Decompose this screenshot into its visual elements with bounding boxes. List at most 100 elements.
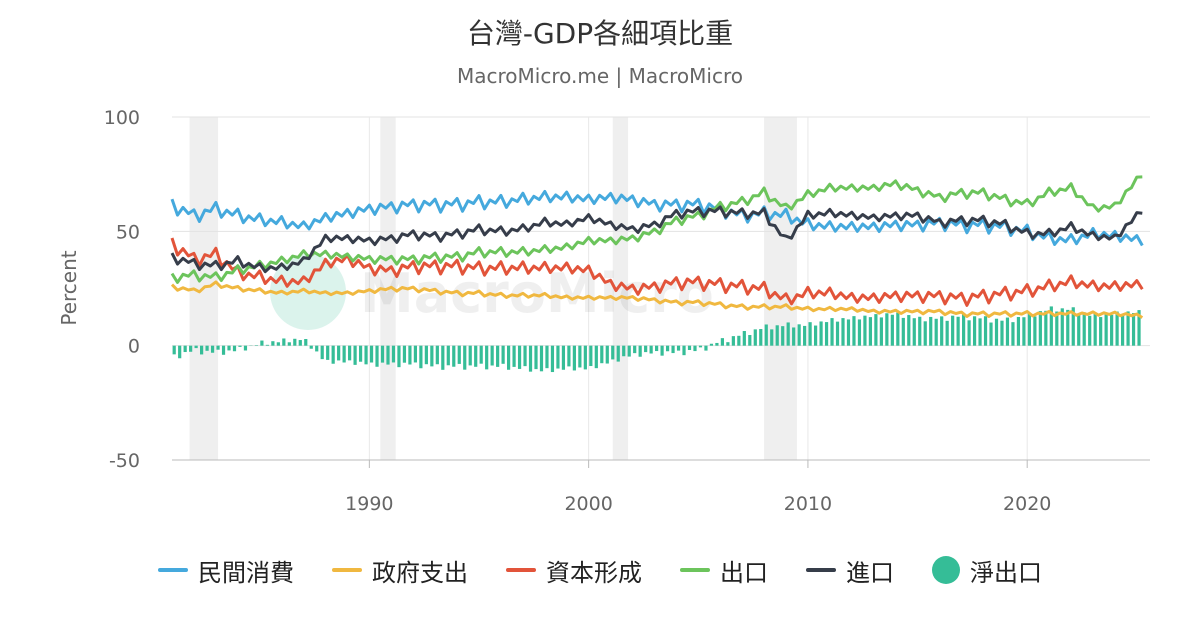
net-exports-bar <box>216 345 220 350</box>
net-exports-bar <box>424 345 428 365</box>
legend-line-icon <box>158 568 188 572</box>
net-exports-bar <box>556 345 560 369</box>
net-exports-bar <box>545 345 549 369</box>
net-exports-bar <box>813 325 818 346</box>
net-exports-bar <box>386 345 390 365</box>
net-exports-bar <box>572 345 576 371</box>
net-exports-bar <box>600 345 604 364</box>
net-exports-bar <box>260 340 264 346</box>
net-exports-bar <box>589 345 593 367</box>
net-exports-bar <box>430 345 434 367</box>
net-exports-bar <box>901 317 905 346</box>
net-exports-bar <box>441 345 445 370</box>
series-line-2 <box>170 237 1144 307</box>
net-exports-bar <box>781 326 785 346</box>
net-exports-bar <box>1044 310 1048 346</box>
legend-line-icon <box>806 568 836 572</box>
net-exports-bar <box>759 329 763 346</box>
net-exports-bar <box>665 345 670 352</box>
net-exports-bar <box>770 329 774 346</box>
net-exports-bar <box>934 318 938 346</box>
legend-item-1[interactable]: 政府支出 <box>332 553 468 588</box>
legend-line-icon <box>680 568 710 572</box>
net-exports-bar <box>200 345 204 355</box>
net-exports-bar <box>792 327 796 346</box>
net-exports-bar <box>517 345 522 369</box>
net-exports-bar <box>287 342 291 346</box>
legend-label: 資本形成 <box>546 558 642 587</box>
net-exports-bar <box>189 345 193 352</box>
net-exports-bar <box>852 316 856 346</box>
net-exports-bar <box>337 345 341 361</box>
net-exports-bar <box>1099 317 1103 346</box>
axes: 100 50 0 -50 1990 2000 2010 2020 <box>104 107 1150 515</box>
net-exports-bar <box>474 345 478 367</box>
net-exports-bar <box>364 345 368 365</box>
net-exports-bar <box>660 345 664 356</box>
net-exports-bar <box>978 318 982 346</box>
net-exports-bar <box>1077 313 1081 346</box>
net-exports-bar <box>1000 320 1004 346</box>
legend-item-2[interactable]: 資本形成 <box>506 553 642 588</box>
net-exports-bar <box>331 345 335 364</box>
net-exports-bar <box>764 324 768 346</box>
net-exports-bar <box>896 312 900 346</box>
net-exports-bar <box>633 345 637 354</box>
net-exports-bar <box>567 345 571 367</box>
net-exports-bar <box>698 345 703 348</box>
net-exports-bar <box>178 345 182 359</box>
legend-item-3[interactable]: 出口 <box>680 553 768 588</box>
net-exports-bar <box>1027 312 1031 346</box>
net-exports-bar <box>397 345 401 368</box>
net-exports-bar <box>1120 315 1125 346</box>
legend-label: 出口 <box>720 558 768 587</box>
net-exports-bar <box>238 345 242 347</box>
net-exports-bar <box>578 345 582 368</box>
legend-label: 民間消費 <box>198 558 294 587</box>
series-line-4 <box>170 205 1143 274</box>
net-exports-bar <box>380 345 385 363</box>
legend-item-5[interactable]: 淨出口 <box>932 553 1042 588</box>
series-line-1 <box>170 280 1144 319</box>
net-exports-bar <box>649 345 653 354</box>
net-exports-bar <box>205 345 209 351</box>
y-axis-label: Percent <box>57 250 81 325</box>
net-exports-bar <box>561 345 566 370</box>
net-exports-bar <box>358 345 363 362</box>
legend-item-0[interactable]: 民間消費 <box>158 553 294 588</box>
net-exports-bar <box>271 341 275 346</box>
legend-line-icon <box>506 568 536 572</box>
net-exports-bar <box>890 314 894 346</box>
net-exports-bar <box>534 345 538 370</box>
legend-dot-icon <box>932 556 960 584</box>
net-exports-bar <box>885 313 889 346</box>
net-exports-bar <box>1055 311 1059 346</box>
net-exports-bar <box>704 345 708 351</box>
net-exports-bar <box>446 345 450 366</box>
net-exports-bar <box>797 324 801 346</box>
net-exports-bar <box>408 345 412 365</box>
net-exports-bar <box>994 318 999 346</box>
net-exports-bar <box>243 345 248 351</box>
net-exports-bar <box>342 345 346 363</box>
recession-shade-3 <box>764 117 797 460</box>
net-exports-bar <box>594 345 598 369</box>
net-exports-bar <box>819 321 823 346</box>
legend-label: 政府支出 <box>372 558 468 587</box>
net-exports-bar <box>1022 317 1026 346</box>
net-exports-bar <box>1126 311 1130 346</box>
net-exports-bar <box>803 325 807 346</box>
net-exports-bar <box>183 345 187 353</box>
net-exports-bar <box>315 345 319 352</box>
legend: 民間消費 政府支出 資本形成 出口 進口 淨出口 <box>0 550 1200 590</box>
legend-item-4[interactable]: 進口 <box>806 553 894 588</box>
net-exports-bar <box>748 335 752 346</box>
net-exports-bar <box>907 315 911 346</box>
net-exports-bar <box>1115 311 1119 346</box>
net-exports-bar <box>265 344 269 346</box>
net-exports-bar <box>227 345 231 351</box>
net-exports-bar <box>638 345 642 357</box>
net-exports-bar <box>583 345 587 370</box>
series-line-3 <box>170 175 1143 284</box>
